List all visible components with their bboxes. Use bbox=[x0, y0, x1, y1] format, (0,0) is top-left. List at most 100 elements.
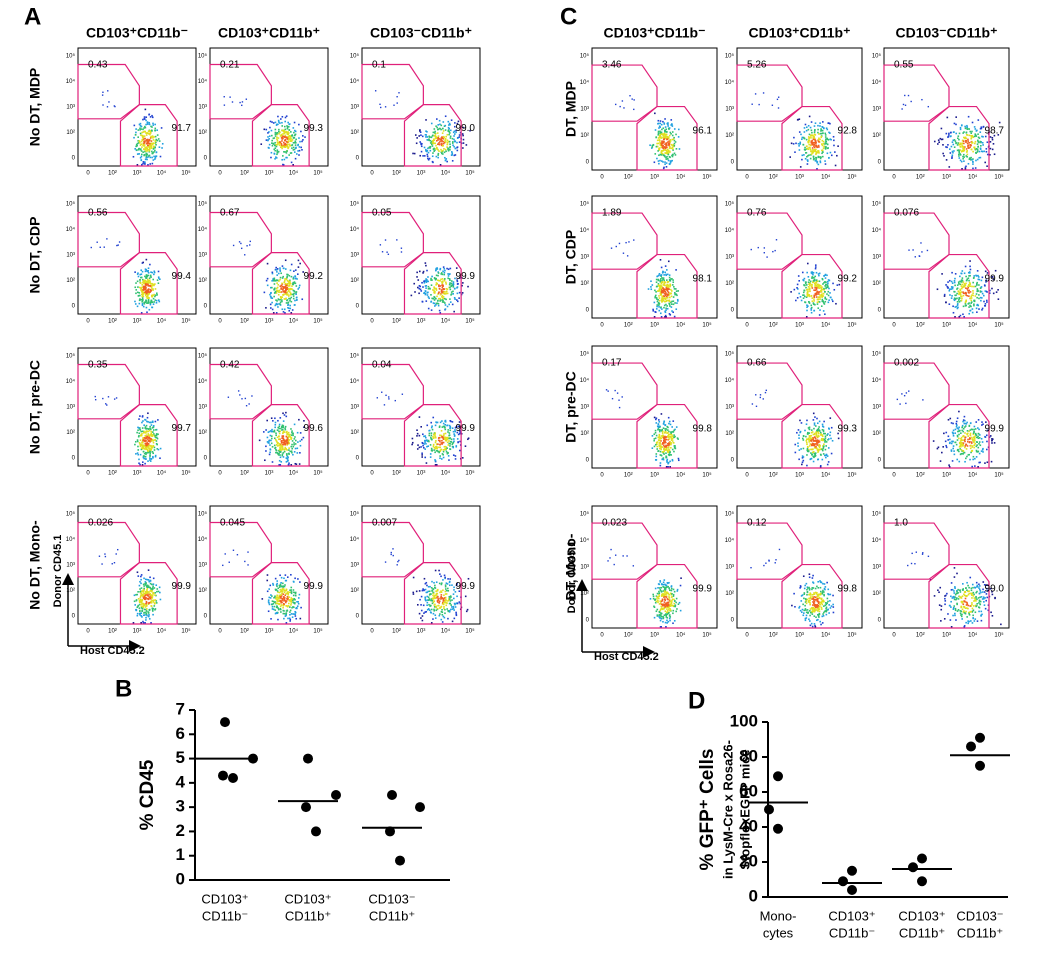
x-tick-label: 10⁴ bbox=[157, 628, 167, 635]
event-dot bbox=[970, 156, 972, 159]
event-dot bbox=[803, 289, 806, 292]
event-dot bbox=[444, 420, 447, 423]
event-dot bbox=[807, 148, 810, 151]
event-dot bbox=[822, 147, 825, 149]
event-dot bbox=[437, 293, 439, 295]
event-dot bbox=[662, 147, 665, 150]
x-tick-label: 10³ bbox=[265, 629, 274, 635]
event-dot bbox=[141, 299, 144, 302]
event-dot bbox=[809, 280, 812, 283]
gate-percent: 0.1 bbox=[372, 60, 386, 71]
event-dot bbox=[815, 293, 818, 296]
event-dot bbox=[134, 134, 137, 136]
event-dot bbox=[141, 416, 144, 418]
event-dot bbox=[285, 288, 287, 291]
event-dot bbox=[293, 129, 296, 132]
event-dot bbox=[961, 150, 964, 152]
event-dot bbox=[281, 158, 283, 161]
event-dot bbox=[298, 418, 300, 421]
event-dot bbox=[669, 305, 671, 307]
event-dot bbox=[467, 437, 470, 440]
event-dot bbox=[458, 297, 460, 299]
event-dot bbox=[441, 611, 444, 613]
event-dot bbox=[113, 398, 116, 400]
event-dot bbox=[271, 297, 274, 300]
event-dot bbox=[452, 284, 455, 287]
event-dot bbox=[111, 563, 113, 565]
event-dot bbox=[981, 141, 984, 144]
event-dot bbox=[135, 143, 138, 146]
event-dot bbox=[667, 260, 670, 263]
event-dot bbox=[824, 277, 827, 279]
event-dot bbox=[141, 605, 143, 608]
event-dot bbox=[150, 140, 153, 142]
event-dot bbox=[281, 445, 284, 448]
event-dot bbox=[272, 278, 274, 281]
event-dot bbox=[664, 316, 666, 318]
event-dot bbox=[658, 127, 660, 129]
event-dot bbox=[976, 283, 978, 285]
event-dot bbox=[434, 569, 437, 572]
event-dot bbox=[417, 603, 419, 606]
column-header: CD103⁺CD11b⁻ bbox=[86, 25, 188, 41]
event-dot bbox=[146, 430, 149, 433]
event-dot bbox=[277, 115, 279, 118]
event-dot bbox=[816, 283, 818, 286]
y-tick-label: 10³ bbox=[350, 405, 359, 411]
event-dot bbox=[289, 613, 291, 616]
event-dot bbox=[283, 441, 286, 443]
event-dot bbox=[147, 450, 150, 452]
event-dot bbox=[223, 96, 225, 98]
event-dot bbox=[152, 583, 155, 585]
event-dot bbox=[244, 560, 246, 563]
event-dot bbox=[451, 584, 453, 586]
event-dot bbox=[286, 444, 288, 446]
event-dot bbox=[284, 447, 287, 449]
event-dot bbox=[266, 590, 269, 593]
event-dot bbox=[986, 153, 989, 156]
event-dot bbox=[295, 292, 297, 294]
event-dot bbox=[282, 141, 285, 144]
event-dot bbox=[659, 153, 662, 156]
event-dot bbox=[659, 132, 662, 134]
event-dot bbox=[151, 116, 154, 119]
y-tick-label: 10² bbox=[66, 278, 75, 284]
event-dot bbox=[290, 296, 293, 299]
event-dot bbox=[277, 600, 280, 602]
event-dot bbox=[810, 153, 813, 155]
event-dot bbox=[810, 137, 812, 139]
event-dot bbox=[663, 274, 665, 276]
event-dot bbox=[447, 126, 450, 129]
event-dot bbox=[437, 156, 439, 159]
event-dot bbox=[826, 152, 829, 155]
event-dot bbox=[657, 284, 660, 286]
event-dot bbox=[940, 138, 943, 141]
event-dot bbox=[432, 139, 434, 142]
event-dot bbox=[443, 616, 446, 619]
event-dot bbox=[144, 593, 147, 596]
event-dot bbox=[423, 577, 426, 580]
event-dot bbox=[655, 136, 657, 139]
event-dot bbox=[433, 449, 435, 451]
event-dot bbox=[666, 144, 668, 147]
event-dot bbox=[945, 284, 947, 286]
event-dot bbox=[137, 445, 139, 448]
event-dot bbox=[822, 283, 824, 285]
event-dot bbox=[832, 300, 834, 303]
event-dot bbox=[289, 145, 291, 147]
event-dot bbox=[282, 164, 285, 166]
event-dot bbox=[148, 146, 151, 148]
event-dot bbox=[279, 269, 281, 271]
event-dot bbox=[158, 300, 161, 303]
event-dot bbox=[138, 299, 141, 302]
event-dot bbox=[813, 143, 816, 146]
event-dot bbox=[146, 311, 148, 314]
event-dot bbox=[298, 149, 301, 152]
event-dot bbox=[660, 282, 663, 285]
event-dot bbox=[286, 133, 289, 136]
event-dot bbox=[441, 282, 444, 285]
event-dot bbox=[432, 601, 435, 604]
event-dot bbox=[664, 298, 667, 301]
event-dot bbox=[454, 122, 456, 124]
event-dot bbox=[659, 279, 662, 282]
